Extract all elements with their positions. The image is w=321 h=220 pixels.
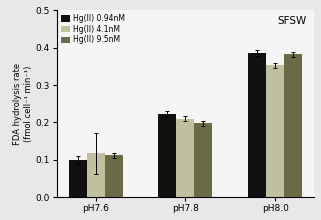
Text: SFSW: SFSW [277,16,306,26]
Bar [266,65,284,197]
Y-axis label: FDA hydrolysis rate
(fmol cell⁻¹ min⁻¹): FDA hydrolysis rate (fmol cell⁻¹ min⁻¹) [13,63,33,145]
Bar [159,114,177,197]
Bar [284,54,302,197]
Bar [177,119,195,197]
Bar [87,153,105,197]
Bar [195,123,213,197]
Legend: Hg(II) 0.94nM, Hg(II) 4.1nM, Hg(II) 9.5nM: Hg(II) 0.94nM, Hg(II) 4.1nM, Hg(II) 9.5n… [59,13,126,46]
Bar [105,155,123,197]
Bar [248,53,266,197]
Bar [69,160,87,197]
